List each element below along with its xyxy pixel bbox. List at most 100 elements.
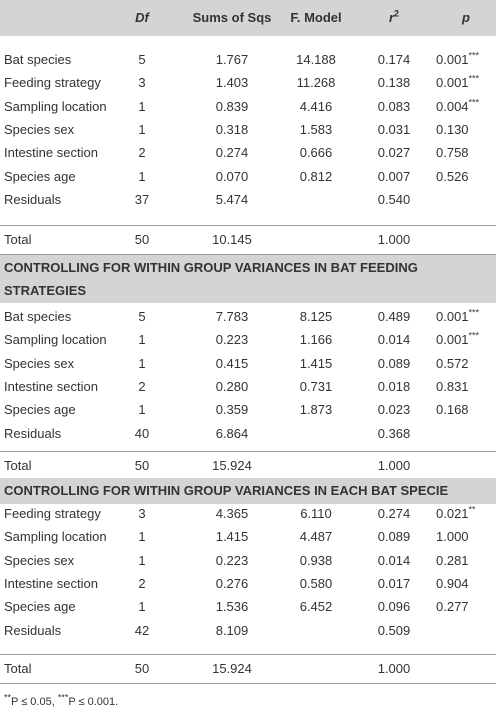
cell-f: 1.415 xyxy=(299,355,333,371)
cell-f: 1.873 xyxy=(299,402,333,418)
cell-df: 1 xyxy=(138,402,146,418)
cell-df: 1 xyxy=(138,552,146,568)
cell-df: 42 xyxy=(134,622,150,638)
cell-r2: 1.000 xyxy=(377,661,411,676)
footnote: **P ≤ 0.05, ***P ≤ 0.001. xyxy=(4,693,118,711)
row-label: Intestine section xyxy=(4,145,98,161)
cell-f: 0.938 xyxy=(299,552,333,568)
cell-f: 0.731 xyxy=(299,378,333,394)
section-heading: CONTROLLING FOR WITHIN GROUP VARIANCES I… xyxy=(4,483,449,498)
cell-df: 37 xyxy=(134,191,150,207)
cell-ss: 0.274 xyxy=(215,145,249,161)
cell-r2: 1.000 xyxy=(377,232,411,247)
cell-p: 0.001*** xyxy=(436,307,480,324)
cell-df: 3 xyxy=(138,506,146,521)
cell-df: 1 xyxy=(138,332,146,348)
cell-f: 14.188 xyxy=(296,52,336,67)
cell-f: 11.268 xyxy=(296,75,336,91)
cell-ss: 1.767 xyxy=(215,52,249,67)
cell-ss: 0.415 xyxy=(215,355,249,371)
cell-df: 5 xyxy=(138,52,146,67)
column-header-text: F. Model xyxy=(290,10,342,25)
row-label: Bat species xyxy=(4,52,72,67)
cell-ss: 0.318 xyxy=(215,121,249,137)
cell-f: 4.416 xyxy=(299,98,333,114)
row-label: Sampling location xyxy=(4,98,107,114)
cell-ss: 0.276 xyxy=(215,575,249,591)
rule xyxy=(0,451,496,452)
cell-ss: 4.365 xyxy=(215,506,249,521)
column-header-text: Df xyxy=(135,10,149,25)
cell-f: 4.487 xyxy=(299,529,333,545)
cell-ss: 6.864 xyxy=(215,425,249,441)
cell-p: 0.572 xyxy=(436,355,469,371)
rule xyxy=(0,225,496,226)
cell-p: 0.758 xyxy=(436,145,469,161)
cell-r2: 0.509 xyxy=(377,622,411,638)
column-header: F. Model xyxy=(266,7,366,29)
cell-ss: 15.924 xyxy=(212,661,252,676)
row-label: Sampling location xyxy=(4,529,107,545)
cell-p: 0.526 xyxy=(436,168,469,184)
cell-ss: 0.223 xyxy=(215,332,249,348)
column-header: r2 xyxy=(344,7,444,29)
section-band xyxy=(0,478,496,504)
cell-r2: 0.083 xyxy=(377,98,411,114)
cell-f: 0.666 xyxy=(299,145,333,161)
cell-f: 1.166 xyxy=(299,332,333,348)
cell-p: 0.904 xyxy=(436,575,469,591)
cell-df: 50 xyxy=(134,232,150,247)
row-label: Residuals xyxy=(4,191,62,207)
cell-p: 0.831 xyxy=(436,378,469,394)
rule xyxy=(0,683,496,684)
cell-r2: 0.014 xyxy=(377,552,411,568)
cell-df: 1 xyxy=(138,98,146,114)
cell-ss: 0.070 xyxy=(215,168,249,184)
row-label: Feeding strategy xyxy=(4,75,101,91)
footnote-text: P ≤ 0.001. xyxy=(68,696,119,708)
row-label: Bat species xyxy=(4,309,72,324)
cell-r2: 0.023 xyxy=(377,402,411,418)
cell-ss: 7.783 xyxy=(215,309,249,324)
cell-ss: 0.223 xyxy=(215,552,249,568)
column-header-text: r xyxy=(388,10,395,25)
significance: *** xyxy=(468,97,480,108)
cell-ss: 0.359 xyxy=(215,402,249,418)
cell-r2: 0.031 xyxy=(377,121,411,137)
row-label: Species age xyxy=(4,402,76,418)
row-label: Species sex xyxy=(4,355,75,371)
cell-r2: 0.007 xyxy=(377,168,411,184)
cell-p: 0.281 xyxy=(436,552,469,568)
section-band xyxy=(0,255,496,303)
cell-r2: 0.027 xyxy=(377,145,411,161)
cell-ss: 10.145 xyxy=(212,232,252,247)
rule xyxy=(0,254,496,255)
row-label: Feeding strategy xyxy=(4,506,101,521)
cell-r2: 1.000 xyxy=(377,458,411,473)
cell-r2: 0.089 xyxy=(377,355,411,371)
cell-df: 1 xyxy=(138,599,146,615)
cell-r2: 0.138 xyxy=(377,75,411,91)
cell-df: 2 xyxy=(138,575,146,591)
header-band xyxy=(0,0,496,36)
cell-df: 5 xyxy=(138,309,146,324)
cell-p: 0.001*** xyxy=(436,73,480,91)
cell-df: 50 xyxy=(134,661,150,676)
cell-ss: 1.415 xyxy=(215,529,249,545)
total-label: Total xyxy=(4,458,32,473)
significance: *** xyxy=(468,73,480,84)
cell-ss: 5.474 xyxy=(215,191,249,207)
row-label: Intestine section xyxy=(4,575,98,591)
cell-df: 2 xyxy=(138,378,146,394)
row-label: Species age xyxy=(4,168,76,184)
cell-r2: 0.089 xyxy=(377,529,411,545)
cell-p: 0.004*** xyxy=(436,97,480,114)
cell-p: 0.168 xyxy=(436,402,469,418)
row-label: Sampling location xyxy=(4,332,107,348)
cell-r2: 0.274 xyxy=(377,506,411,521)
cell-r2: 0.014 xyxy=(377,332,411,348)
total-label: Total xyxy=(4,661,32,676)
significance: ** xyxy=(468,504,476,515)
cell-p: 0.001*** xyxy=(436,50,480,67)
footnote-text: P ≤ 0.05, xyxy=(11,696,58,708)
